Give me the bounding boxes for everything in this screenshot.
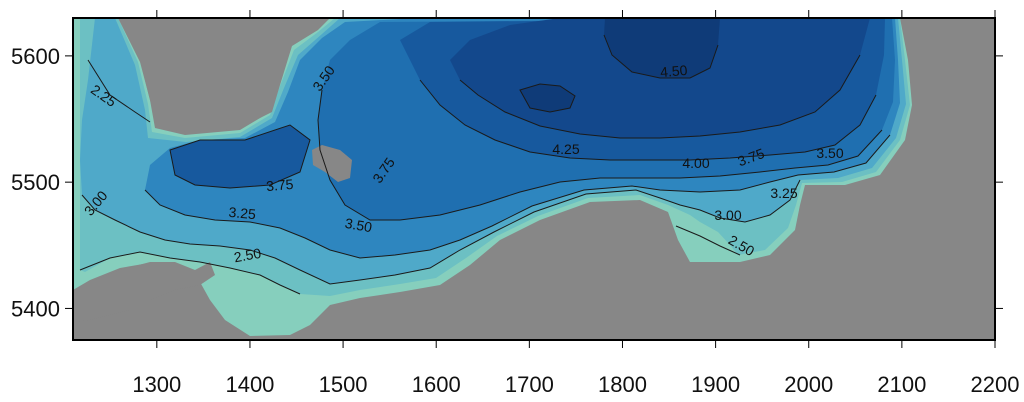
- contour-lines: [79, 34, 891, 295]
- x-tick-label: 1600: [412, 372, 461, 397]
- land-island-center: [312, 145, 352, 182]
- y-axis-ticks: 5600 5500 5400: [11, 44, 1003, 321]
- y-tick-label: 5500: [11, 170, 60, 195]
- x-axis-ticks: 1300 1400 1500 1600 1700 1800 1900 2000 2100 2200: [132, 10, 1019, 397]
- contour-label: 4.25: [552, 141, 579, 157]
- high-spot-west: [170, 125, 310, 188]
- y-tick-label: 5400: [11, 296, 60, 321]
- contour-label: 3.50: [816, 145, 843, 161]
- contour-label: 3.75: [265, 176, 294, 194]
- contour-label-group: 2.252.50 2.503.00 3.003.253.253.503.503.50…: [81, 62, 844, 266]
- contour-label: 3.25: [770, 185, 797, 201]
- high-spot-center: [520, 84, 575, 112]
- x-tick-label: 1800: [598, 372, 647, 397]
- contour-label: 3.50: [344, 215, 374, 236]
- contour-label: 3.00: [714, 207, 741, 223]
- y-tick-label: 5600: [11, 44, 60, 69]
- contour-label: 3.25: [228, 204, 257, 222]
- map-border: [72, 17, 996, 341]
- x-tick-label: 1400: [225, 372, 274, 397]
- land-north-west: [118, 18, 330, 132]
- x-tick-label: 1300: [132, 372, 181, 397]
- x-tick-label: 1900: [691, 372, 740, 397]
- x-tick-label: 1500: [319, 372, 368, 397]
- level-4-50: [604, 18, 720, 78]
- x-tick-label: 2100: [877, 372, 926, 397]
- x-tick-label: 1700: [505, 372, 554, 397]
- x-tick-label: 2200: [971, 372, 1020, 397]
- x-tick-label: 2000: [784, 372, 833, 397]
- land-south-coast: [73, 262, 215, 322]
- contour-label: 4.00: [682, 155, 709, 171]
- contour-label: 2.50: [233, 245, 263, 266]
- contour-label: 4.50: [659, 62, 688, 80]
